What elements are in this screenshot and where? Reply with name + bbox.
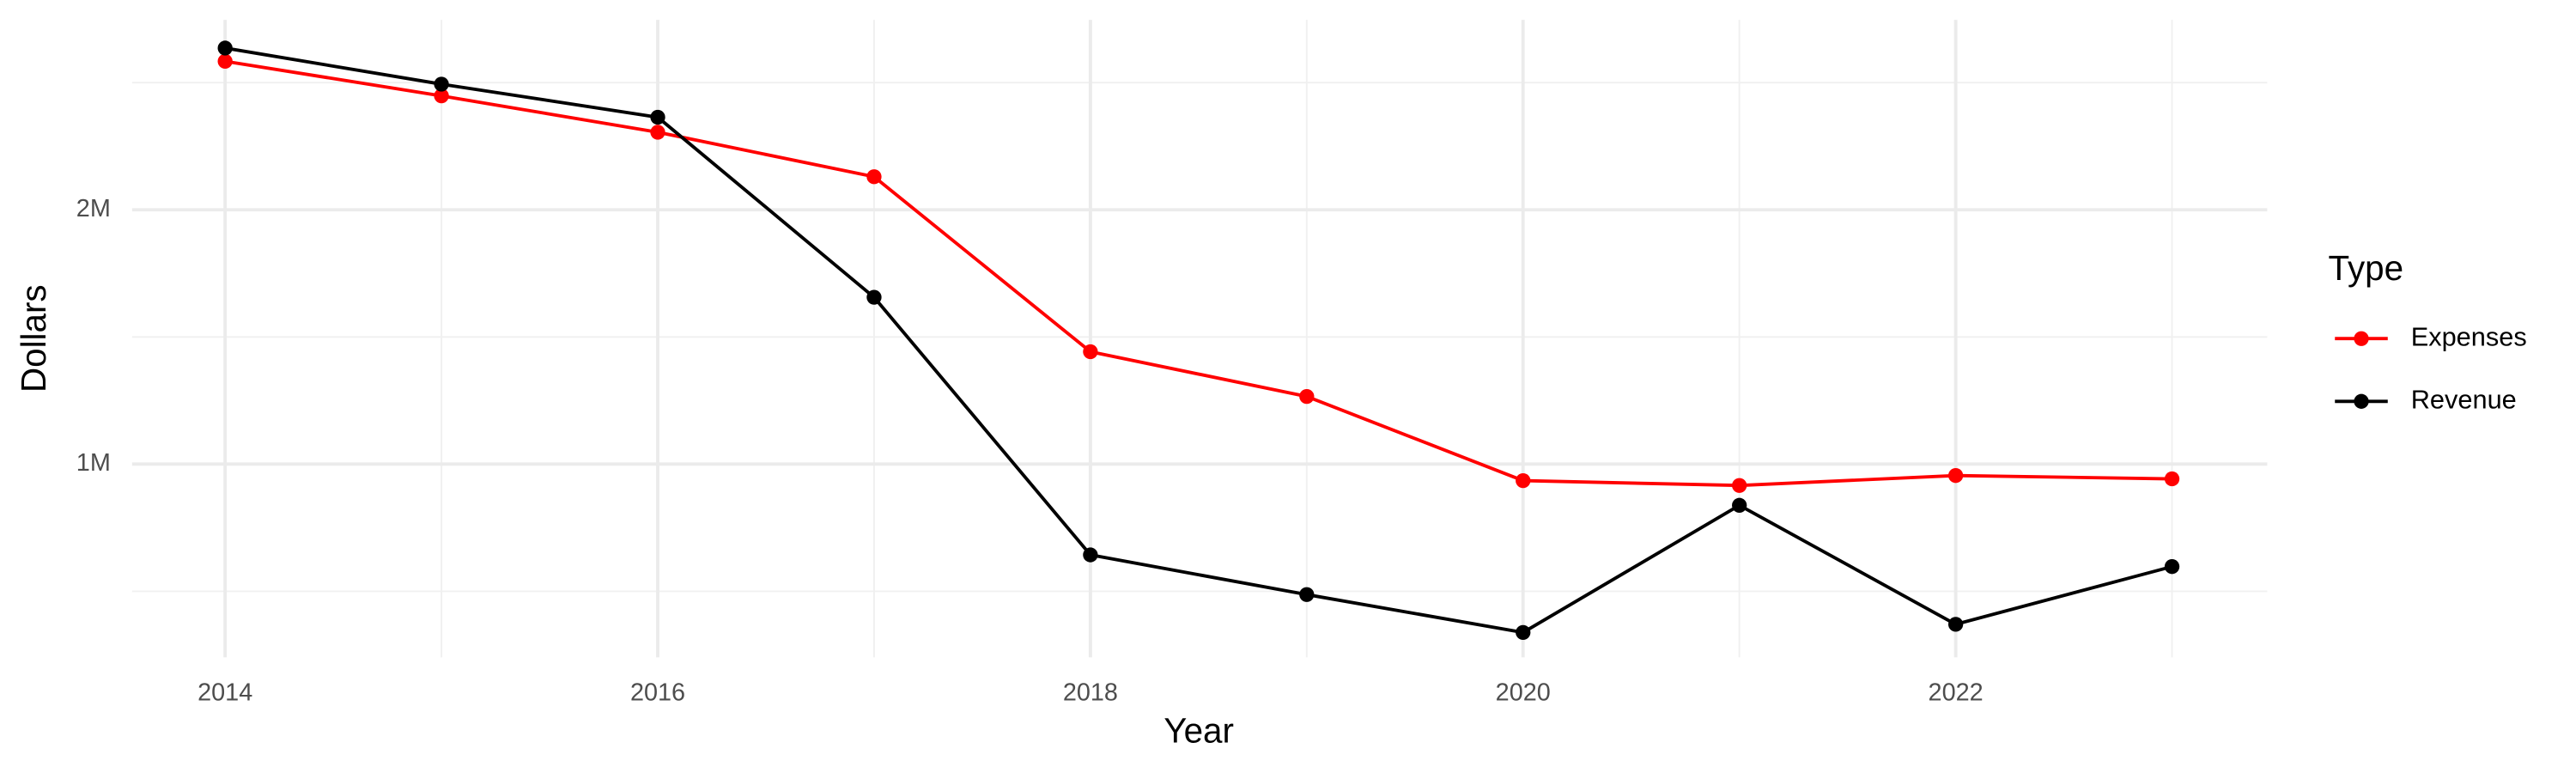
- data-point: [866, 289, 882, 305]
- legend: Expenses Revenue: [2335, 321, 2527, 414]
- x-tick-label: 2018: [1063, 679, 1118, 706]
- series-line: [224, 46, 2173, 635]
- x-tick-label: 2022: [1929, 679, 1984, 706]
- data-point: [217, 53, 233, 69]
- data-point: [1299, 587, 1315, 602]
- data-point: [650, 125, 665, 140]
- data-point: [1516, 624, 1531, 641]
- data-point: [1516, 472, 1531, 489]
- data-point: [2164, 471, 2180, 487]
- data-point: [1732, 478, 1747, 493]
- x-tick-label: 2020: [1496, 679, 1551, 706]
- legend-swatch-point: [2354, 393, 2369, 409]
- data-point: [866, 169, 882, 185]
- data-point: [650, 109, 665, 125]
- data-point: [434, 76, 449, 92]
- y-axis-title: Dollars: [14, 284, 53, 393]
- data-point: [1947, 617, 1964, 632]
- y-tick-label: 1M: [76, 449, 111, 477]
- legend-swatch-point: [2354, 331, 2369, 346]
- legend-title: Type: [2329, 248, 2404, 288]
- legend-label: Expenses: [2411, 321, 2527, 351]
- x-tick-label: 2014: [197, 679, 252, 706]
- data-point: [1947, 468, 1964, 484]
- data-point: [434, 88, 449, 104]
- data-point: [1083, 344, 1098, 360]
- data-point: [1299, 388, 1315, 405]
- data-point: [217, 40, 233, 56]
- series-line: [224, 59, 2172, 488]
- x-axis-title: Year: [1163, 711, 1234, 751]
- x-tick-label: 2016: [630, 679, 685, 706]
- legend-label: Revenue: [2411, 384, 2517, 414]
- data-point: [2164, 559, 2180, 575]
- data-point: [1083, 547, 1098, 563]
- y-tick-label: 2M: [76, 195, 111, 222]
- plot-area: [217, 40, 2180, 641]
- data-point: [1732, 497, 1747, 513]
